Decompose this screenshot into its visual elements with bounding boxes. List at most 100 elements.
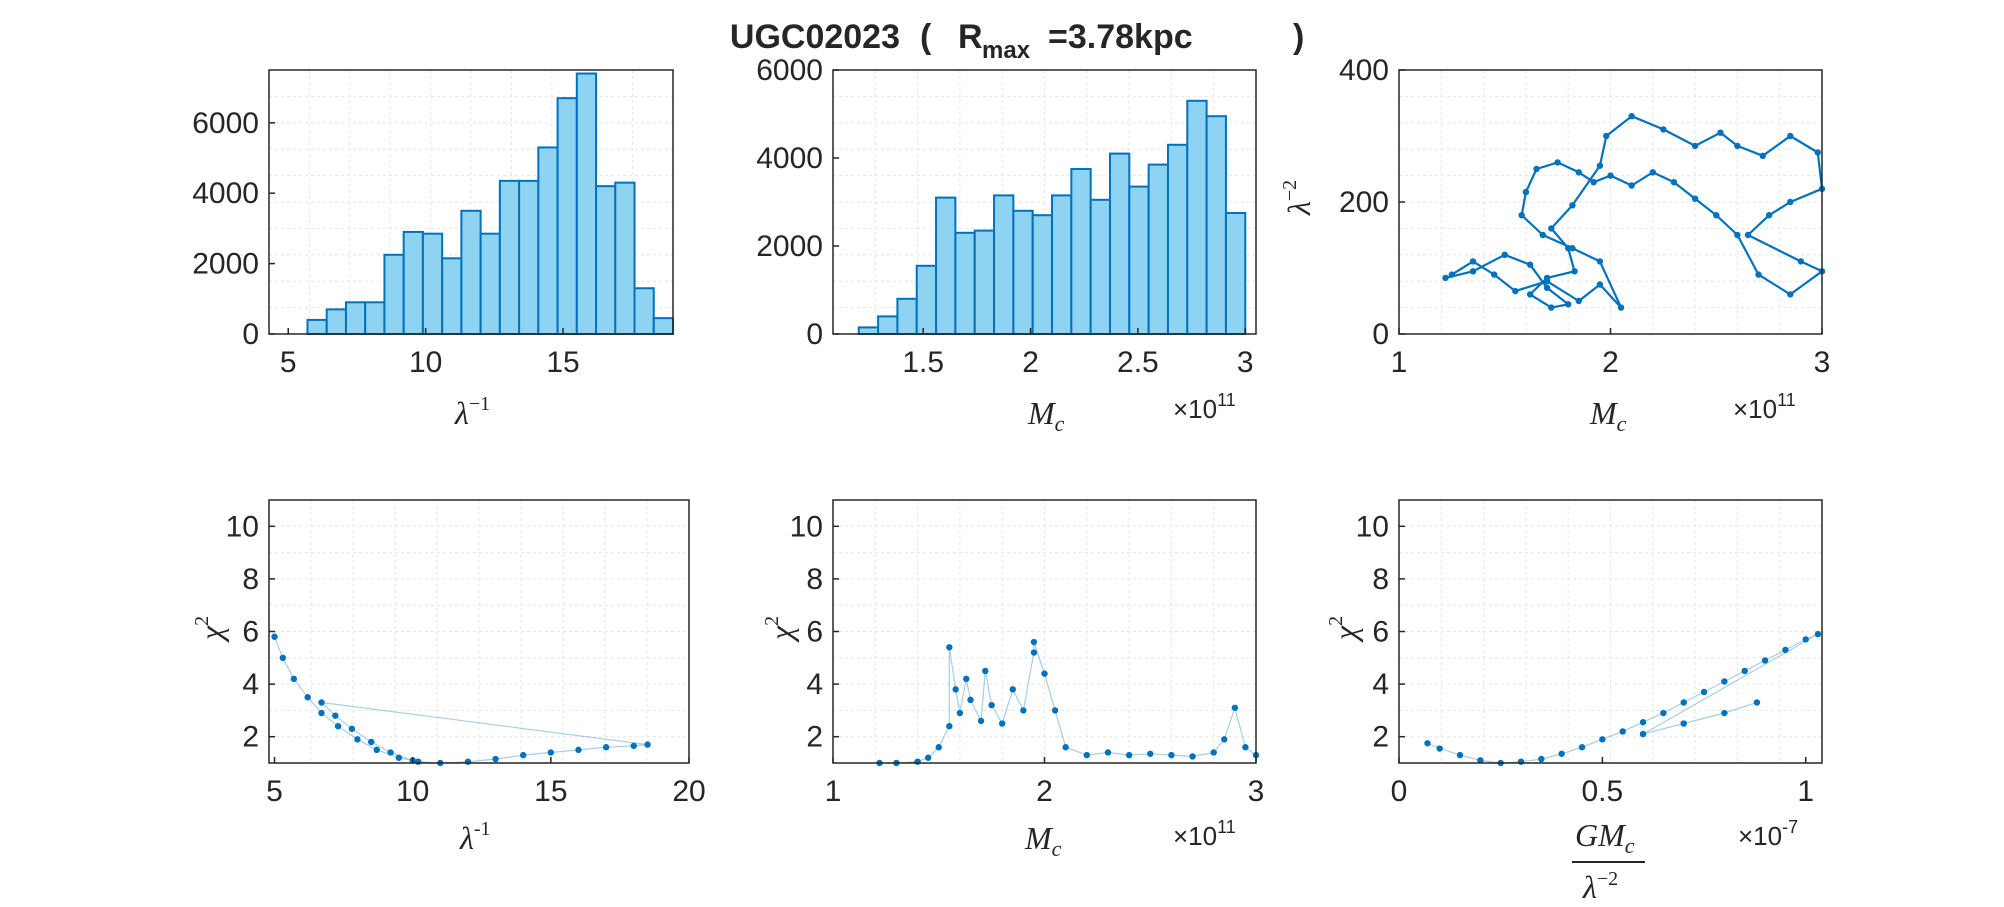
bar [1031,214,1054,335]
grid [833,500,1256,763]
point [1660,709,1667,717]
x-tick-label: 1.5 [902,346,944,379]
point [1599,736,1606,743]
point [1051,707,1059,714]
point [977,717,985,725]
bar [575,72,598,336]
point [946,644,953,651]
svg-text:λ−2: λ−2 [1582,868,1618,905]
axes-box [832,69,1257,335]
y-tick-label: 400 [1339,54,1389,87]
y-tick-label: 4 [242,668,259,701]
xlabel-mc-5: Mc [1024,820,1062,861]
title-sub: max [982,37,1031,64]
point-cloud-line [879,641,1257,764]
ylabel-chi2-5: χ2 [761,616,799,643]
point [924,754,932,761]
point [1436,745,1443,752]
point [1104,749,1112,756]
bar [479,232,501,335]
x-tick-label: 0 [1391,775,1408,808]
exp-mc-2: ×1011 [1733,390,1796,424]
y-tick-label: 6 [242,616,259,649]
point [1083,751,1091,759]
point [1721,678,1728,685]
ticks: 1 2 3 0 200 400 [1339,54,1830,379]
point [982,667,989,675]
point [373,746,380,754]
point [630,742,637,750]
y-tick-label: 6000 [756,54,823,87]
point [348,725,356,733]
bar [460,209,482,335]
point [1041,670,1048,677]
bar [518,179,540,335]
point [332,712,339,719]
bar [652,317,674,336]
point [290,675,298,683]
y-tick-label: 4000 [756,142,823,175]
bar [1205,115,1227,335]
y-tick-label: 2 [242,721,259,754]
bar [441,257,463,336]
y-tick-label: 2 [806,721,823,754]
x-tick-label: 2 [1602,346,1619,379]
point [967,696,974,704]
bar [973,229,996,336]
point [520,751,527,759]
x-tick-label: 1 [1797,775,1814,808]
point [492,755,499,763]
bar [935,196,957,335]
bar [364,301,386,336]
bar [614,181,636,335]
point [1424,740,1431,747]
y-tick-label: 0 [1372,318,1389,351]
ylabel-chi2-6: χ2 [1325,616,1363,643]
point [1721,709,1728,717]
bar [857,326,880,335]
bar [1089,198,1111,335]
y-tick-label: 8 [1372,563,1389,596]
point [1558,750,1565,757]
y-tick-label: 10 [1356,510,1389,543]
ticks: 5 10 15 20 2 4 6 8 10 [226,510,706,808]
x-tick-label: 3 [1814,346,1831,379]
title-r: R [958,18,983,56]
y-tick-label: 200 [1339,186,1389,219]
x-tick-label: 2 [1022,346,1039,379]
x-tick-label: 3 [1237,346,1254,379]
point [1753,699,1761,706]
panel-hist-mc: 1.5 2 2.5 3 0 2000 4000 6000 [756,54,1257,379]
point [1680,720,1687,727]
bar [537,146,559,335]
point [1761,657,1769,664]
y-tick-label: 2000 [756,230,823,263]
bar [421,232,444,335]
xlabel-mc-1: Mc [1027,395,1065,436]
y-tick-label: 8 [806,563,823,596]
point [318,699,325,706]
x-tick-label: 1 [1391,346,1408,379]
ticks: 5 10 15 0 2000 4000 6000 [192,107,580,379]
point [946,722,953,730]
point [956,709,964,717]
point [1639,719,1647,726]
point [1814,630,1822,638]
x-tick-label: 15 [534,775,567,808]
point [1639,730,1647,738]
y-tick-label: 6 [806,616,823,649]
grid [1399,500,1822,763]
bar [1070,168,1092,335]
point [1782,646,1789,654]
point [1619,728,1626,735]
y-tick-label: 8 [242,563,259,596]
point [271,633,278,640]
bar [896,297,918,335]
x-tick-label: 10 [409,346,442,379]
grid [269,500,689,763]
exp-gmc: ×10-7 [1738,817,1798,851]
bar [556,97,578,335]
point [547,749,555,756]
